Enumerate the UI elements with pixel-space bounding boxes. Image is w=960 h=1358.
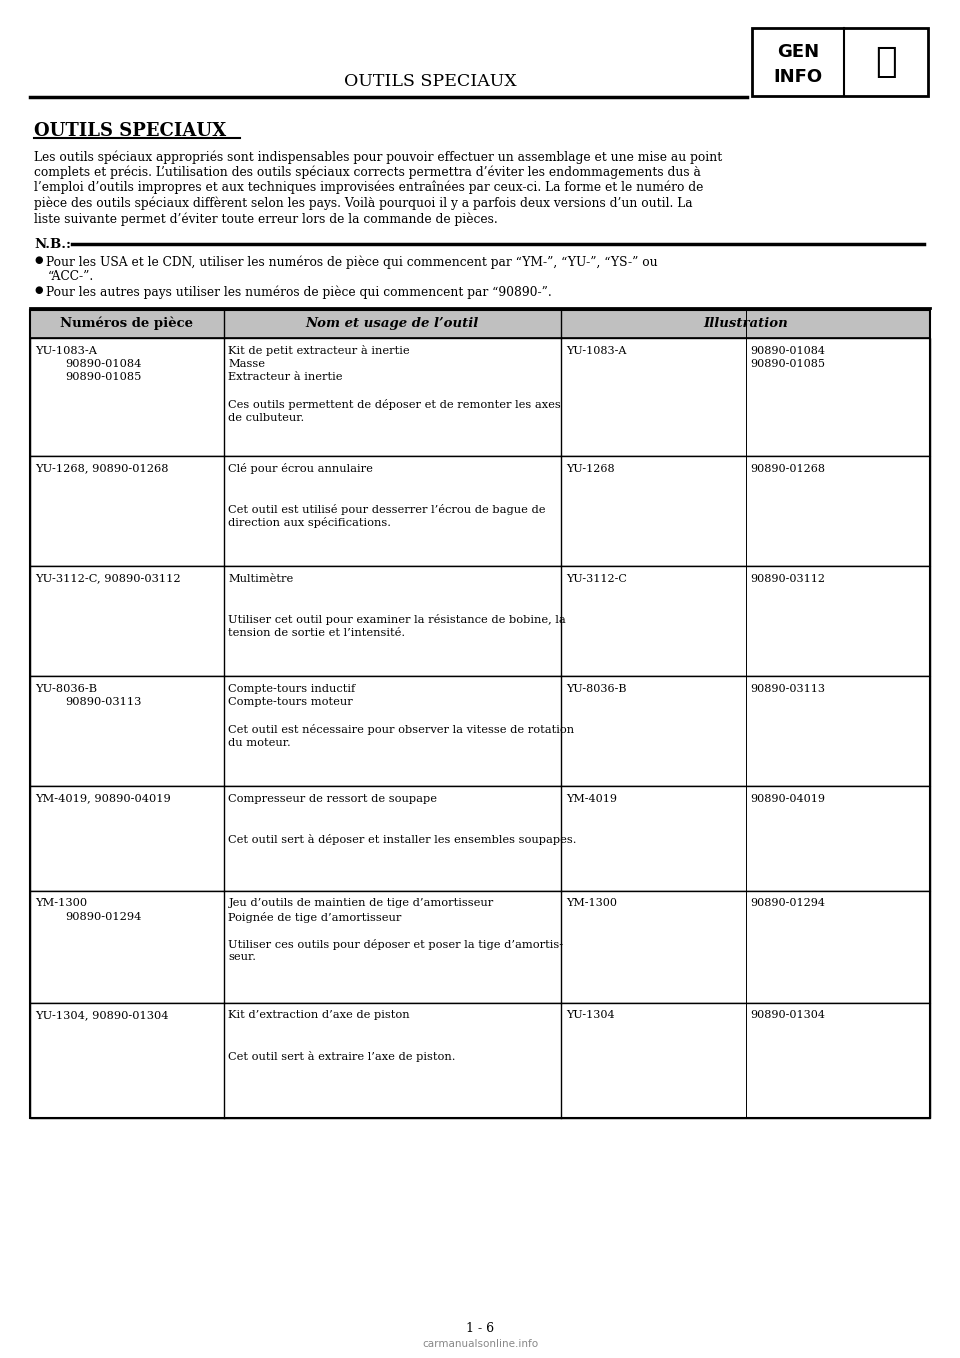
Text: YM-1300: YM-1300 <box>566 899 617 909</box>
Text: Multimètre: Multimètre <box>228 573 294 584</box>
Text: YU-1304, 90890-01304: YU-1304, 90890-01304 <box>35 1010 169 1020</box>
Text: 90890-01085: 90890-01085 <box>65 372 141 383</box>
Text: 90890-01268: 90890-01268 <box>751 463 826 474</box>
Bar <box>30 455 930 565</box>
Text: YU-1268, 90890-01268: YU-1268, 90890-01268 <box>35 463 169 474</box>
Text: Clé pour écrou annulaire: Clé pour écrou annulaire <box>228 463 373 474</box>
Text: 90890-01084: 90890-01084 <box>751 345 826 356</box>
Text: Compte-tours inductif: Compte-tours inductif <box>228 683 356 694</box>
Text: YU-1083-A: YU-1083-A <box>35 345 97 356</box>
Text: Kit de petit extracteur à inertie: Kit de petit extracteur à inertie <box>228 345 410 357</box>
Text: INFO: INFO <box>773 68 823 86</box>
Text: Jeu d’outils de maintien de tige d’amortisseur: Jeu d’outils de maintien de tige d’amort… <box>228 899 493 909</box>
Bar <box>30 675 930 785</box>
Text: Pour les autres pays utiliser les numéros de pièce qui commencent par “90890-”.: Pour les autres pays utiliser les numéro… <box>46 285 552 299</box>
Text: 90890-01085: 90890-01085 <box>751 359 826 369</box>
Text: Nom et usage de l’outil: Nom et usage de l’outil <box>305 316 479 330</box>
Text: Cet outil est utilisé pour desserrer l’écrou de bague de: Cet outil est utilisé pour desserrer l’é… <box>228 504 546 515</box>
Text: YU-1268: YU-1268 <box>566 463 614 474</box>
Text: Ces outils permettent de déposer et de remonter les axes: Ces outils permettent de déposer et de r… <box>228 399 562 410</box>
Bar <box>30 310 930 1118</box>
Bar <box>752 29 928 96</box>
Text: Compte-tours moteur: Compte-tours moteur <box>228 697 353 708</box>
Text: seur.: seur. <box>228 952 256 963</box>
Text: direction aux spécifications.: direction aux spécifications. <box>228 517 392 528</box>
Text: OUTILS SPECIAUX: OUTILS SPECIAUX <box>34 122 227 140</box>
Text: de culbuteur.: de culbuteur. <box>228 413 304 422</box>
Text: 90890-01294: 90890-01294 <box>751 899 826 909</box>
Text: Cet outil est nécessaire pour observer la vitesse de rotation: Cet outil est nécessaire pour observer l… <box>228 724 575 735</box>
Text: GEN: GEN <box>777 43 819 61</box>
Text: Utiliser cet outil pour examiner la résistance de bobine, la: Utiliser cet outil pour examiner la rési… <box>228 614 566 625</box>
Text: complets et précis. L’utilisation des outils spéciaux corrects permettra d’évite: complets et précis. L’utilisation des ou… <box>34 166 701 179</box>
Text: YU-1083-A: YU-1083-A <box>566 345 626 356</box>
Text: YU-3112-C, 90890-03112: YU-3112-C, 90890-03112 <box>35 573 180 584</box>
Text: tension de sortie et l’intensité.: tension de sortie et l’intensité. <box>228 627 406 637</box>
Text: ●: ● <box>34 285 42 296</box>
Text: Cet outil sert à extraire l’axe de piston.: Cet outil sert à extraire l’axe de pisto… <box>228 1051 456 1062</box>
Text: 90890-01304: 90890-01304 <box>751 1010 826 1020</box>
Bar <box>30 338 930 455</box>
Text: Pour les USA et le CDN, utiliser les numéros de pièce qui commencent par “YM-”, : Pour les USA et le CDN, utiliser les num… <box>46 255 658 269</box>
Text: YU-8036-B: YU-8036-B <box>35 683 97 694</box>
Bar <box>30 565 930 675</box>
Text: Kit d’extraction d’axe de piston: Kit d’extraction d’axe de piston <box>228 1010 410 1020</box>
Bar <box>30 310 930 338</box>
Text: 90890-03112: 90890-03112 <box>751 573 826 584</box>
Text: carmanualsonline.info: carmanualsonline.info <box>422 1339 538 1348</box>
Text: l’emploi d’outils impropres et aux techniques improvisées entraînées par ceux-ci: l’emploi d’outils impropres et aux techn… <box>34 181 704 194</box>
Text: Masse: Masse <box>228 359 266 369</box>
Text: Numéros de pièce: Numéros de pièce <box>60 316 193 330</box>
Text: YM-4019, 90890-04019: YM-4019, 90890-04019 <box>35 793 171 804</box>
Text: Les outils spéciaux appropriés sont indispensables pour pouvoir effectuer un ass: Les outils spéciaux appropriés sont indi… <box>34 149 722 163</box>
Text: du moteur.: du moteur. <box>228 737 291 747</box>
Text: Extracteur à inertie: Extracteur à inertie <box>228 372 343 383</box>
Text: Compresseur de ressort de soupape: Compresseur de ressort de soupape <box>228 793 438 804</box>
Text: 1 - 6: 1 - 6 <box>466 1321 494 1335</box>
Text: 90890-01084: 90890-01084 <box>65 359 141 369</box>
Text: YM-1300: YM-1300 <box>35 899 87 909</box>
Text: 90890-03113: 90890-03113 <box>65 697 141 708</box>
Text: “ACC-”.: “ACC-”. <box>48 269 94 282</box>
Text: 90890-03113: 90890-03113 <box>751 683 826 694</box>
Text: YU-8036-B: YU-8036-B <box>566 683 627 694</box>
Text: YU-1304: YU-1304 <box>566 1010 614 1020</box>
Text: Poignée de tige d’amortisseur: Poignée de tige d’amortisseur <box>228 913 402 923</box>
Text: OUTILS SPECIAUX: OUTILS SPECIAUX <box>344 73 516 91</box>
Text: 90890-01294: 90890-01294 <box>65 913 141 922</box>
Bar <box>30 785 930 891</box>
Text: YM-4019: YM-4019 <box>566 793 617 804</box>
Text: liste suivante permet d’éviter toute erreur lors de la commande de pièces.: liste suivante permet d’éviter toute err… <box>34 212 497 225</box>
Text: pièce des outils spéciaux diffèrent selon les pays. Voilà pourquoi il y a parfoi: pièce des outils spéciaux diffèrent selo… <box>34 197 692 210</box>
Text: 🏍: 🏍 <box>875 45 897 79</box>
Text: Illustration: Illustration <box>703 316 788 330</box>
Text: Utiliser ces outils pour déposer et poser la tige d’amortis-: Utiliser ces outils pour déposer et pose… <box>228 938 564 951</box>
Bar <box>30 891 930 1002</box>
Text: ●: ● <box>34 255 42 266</box>
Bar <box>30 1002 930 1118</box>
Text: 90890-04019: 90890-04019 <box>751 793 826 804</box>
Text: YU-3112-C: YU-3112-C <box>566 573 627 584</box>
Text: Cet outil sert à déposer et installer les ensembles soupapes.: Cet outil sert à déposer et installer le… <box>228 834 577 845</box>
Text: N.B.:: N.B.: <box>34 238 71 250</box>
